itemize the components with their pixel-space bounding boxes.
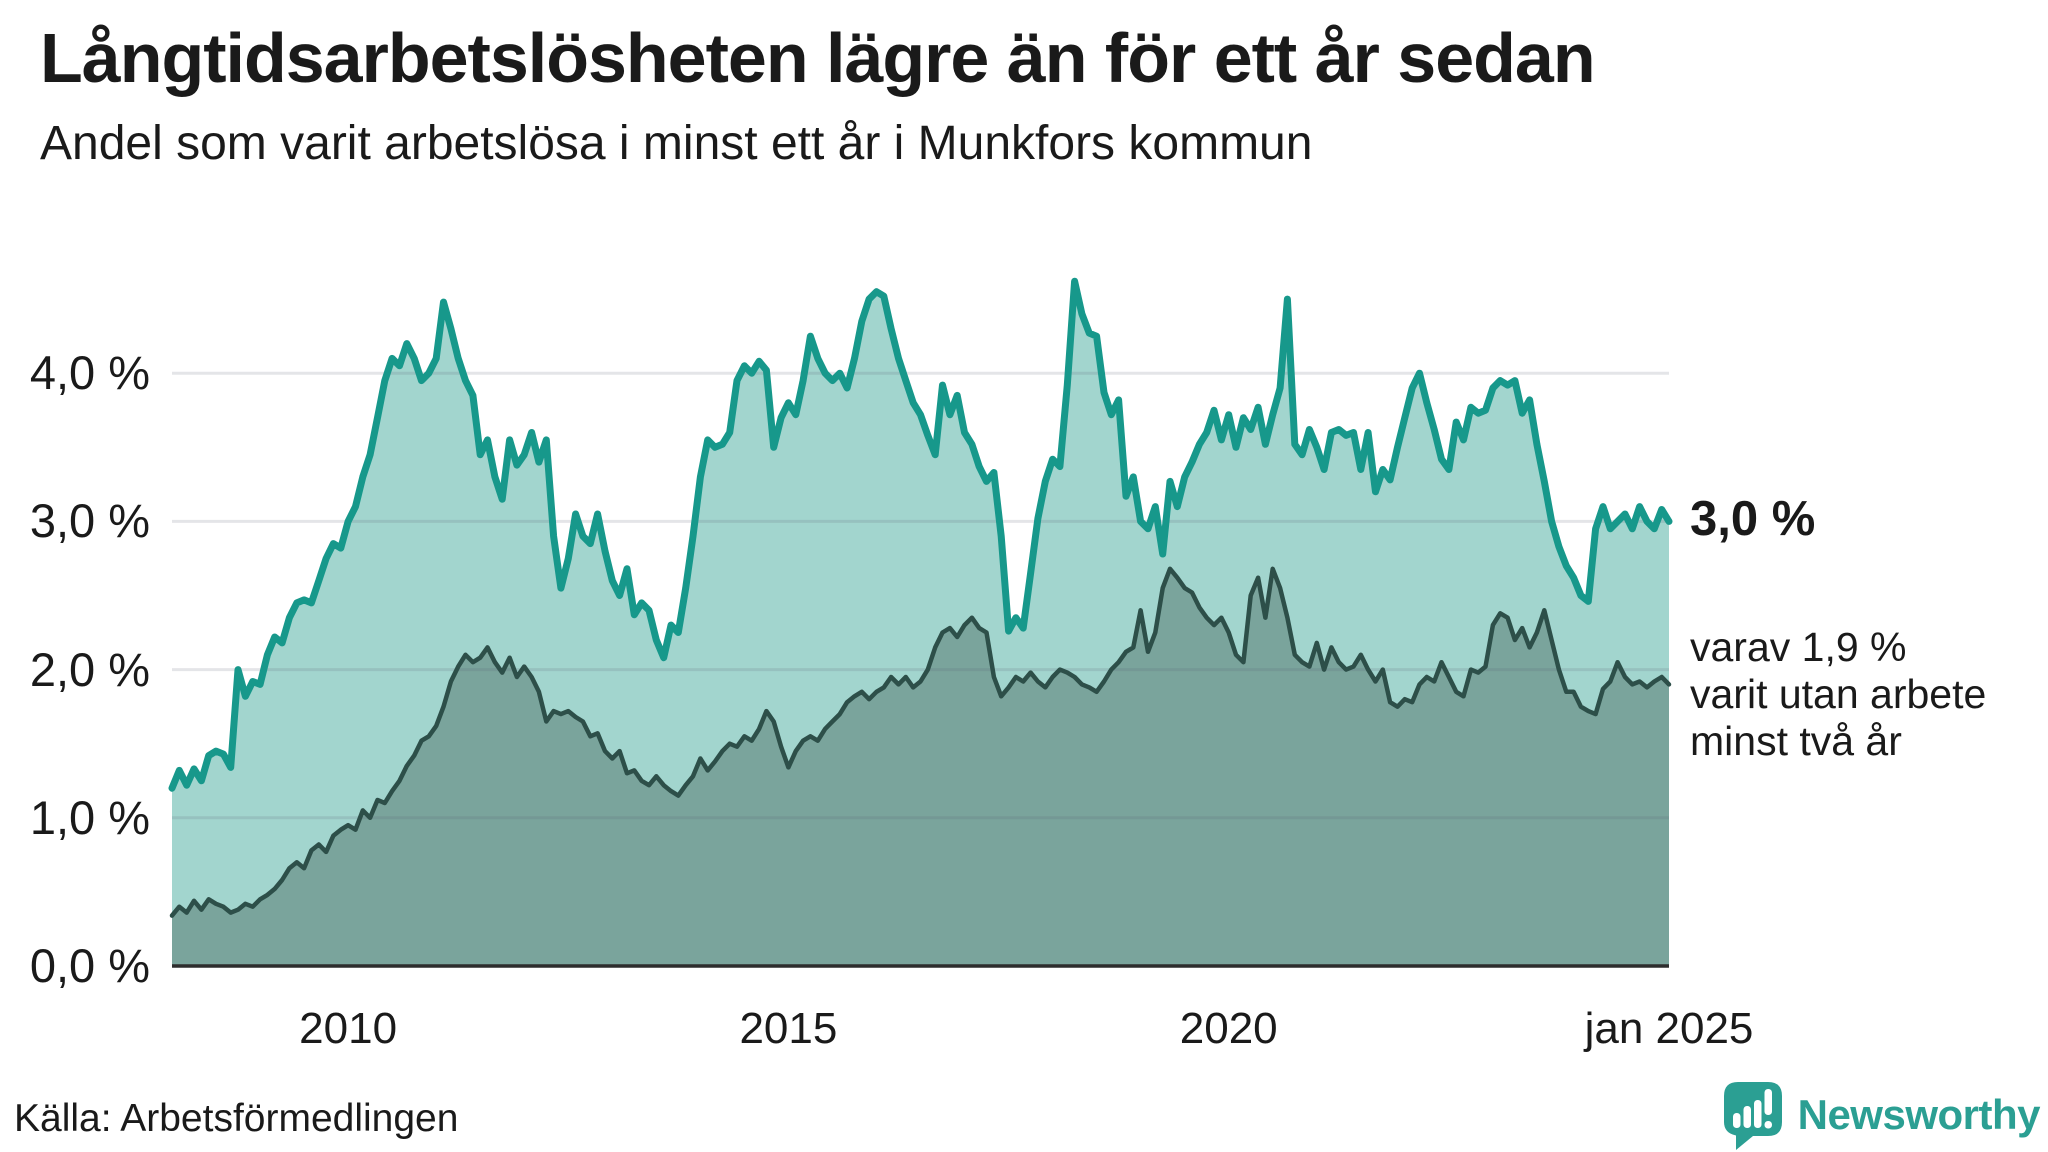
y-tick-label: 2,0 % — [29, 642, 150, 696]
two-year-annotation-line2: varit utan arbete — [1690, 671, 1987, 717]
y-tick-label: 0,0 % — [29, 939, 150, 992]
x-tick-label: 2010 — [299, 1004, 398, 1053]
x-tick-label: 2020 — [1179, 1004, 1278, 1053]
newsworthy-logo: Newsworthy — [1722, 1080, 2041, 1150]
two-year-annotation: varav 1,9 % varit utan arbete minst två … — [1690, 624, 1986, 765]
two-year-annotation-line3: minst två år — [1690, 718, 1902, 764]
y-tick-label: 4,0 % — [29, 346, 150, 400]
y-tick-label: 1,0 % — [29, 790, 150, 844]
x-tick-label: jan 2025 — [1584, 1004, 1754, 1053]
source-attribution: Källa: Arbetsförmedlingen — [14, 1097, 459, 1140]
y-tick-label: 3,0 % — [29, 494, 150, 548]
page-subtitle: Andel som varit arbetslösa i minst ett å… — [40, 117, 1313, 170]
x-tick-label: 2015 — [739, 1004, 838, 1053]
page-title: Långtidsarbetslösheten lägre än för ett … — [40, 19, 1596, 97]
two-year-annotation-line1: varav 1,9 % — [1690, 624, 1907, 670]
two-year-area-fill — [172, 568, 1669, 966]
two-year-line — [169, 566, 1672, 918]
latest-value-label: 3,0 % — [1690, 492, 1816, 546]
newsworthy-wordmark: Newsworthy — [1797, 1091, 2041, 1138]
total-line — [168, 277, 1673, 792]
newsworthy-speech-bubble-icon — [1723, 1082, 1782, 1150]
